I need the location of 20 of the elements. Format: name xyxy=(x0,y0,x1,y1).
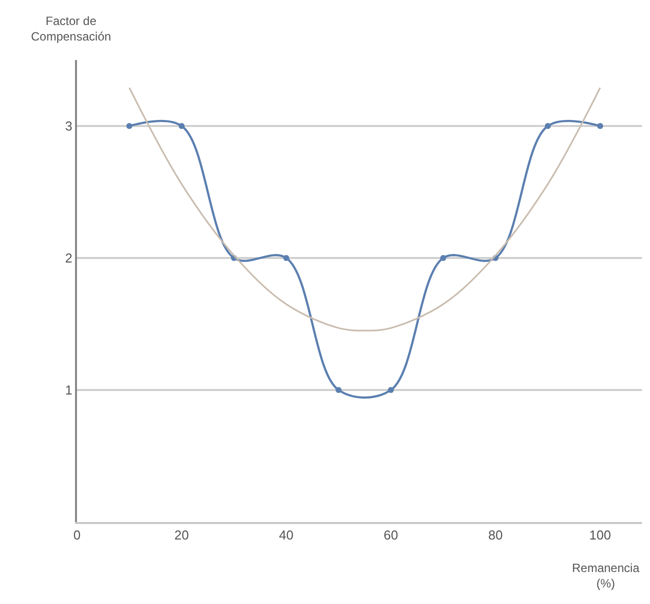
point xyxy=(440,255,446,261)
y-tick-label: 3 xyxy=(65,118,72,134)
x-tick-label: 60 xyxy=(384,527,398,542)
point xyxy=(336,387,342,393)
x-tick-label: 20 xyxy=(174,527,189,542)
y-tick-label: 1 xyxy=(65,382,72,398)
x-axis-title: Remanencia (%) xyxy=(572,561,640,591)
point xyxy=(544,123,551,129)
x-tick-label: 40 xyxy=(279,527,294,542)
line-series xyxy=(128,86,601,332)
point xyxy=(178,123,185,129)
point xyxy=(597,123,604,129)
point xyxy=(126,123,132,129)
x-tick-label: 100 xyxy=(589,527,611,542)
point xyxy=(388,387,394,393)
y-tick-label: 2 xyxy=(65,250,72,266)
x-tick-label: 0 xyxy=(73,527,81,542)
y-axis-title: Factor de Compensación xyxy=(31,14,112,44)
point xyxy=(283,255,290,261)
x-tick-label: 80 xyxy=(488,527,503,542)
